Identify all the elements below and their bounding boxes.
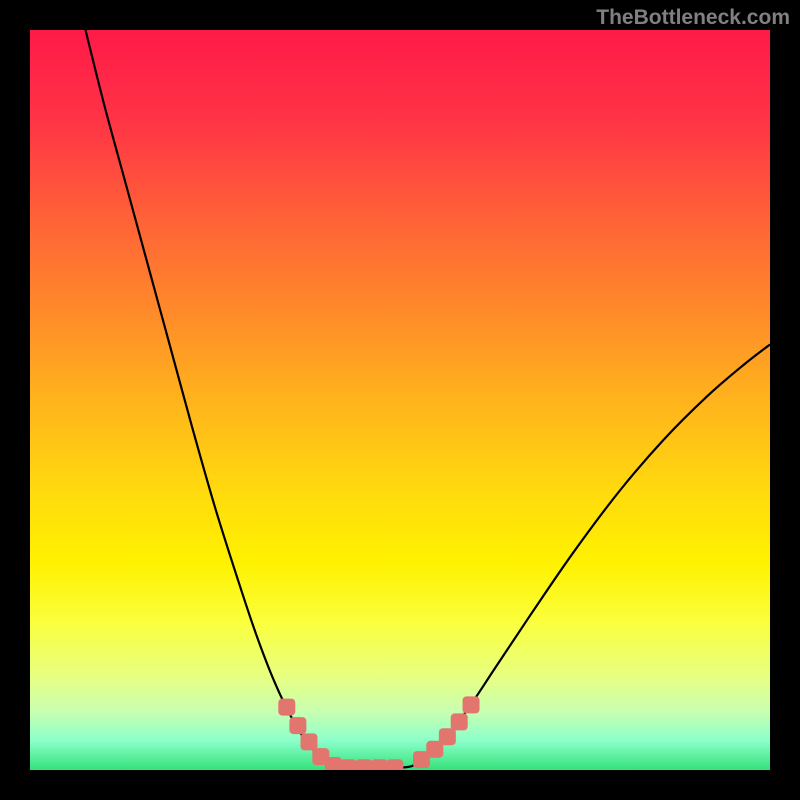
data-marker [386, 759, 403, 776]
data-marker [463, 696, 480, 713]
data-marker [371, 759, 388, 776]
data-marker [325, 757, 342, 774]
data-marker [278, 699, 295, 716]
data-marker [300, 733, 317, 750]
plot-background [30, 30, 770, 770]
data-marker [340, 759, 357, 776]
data-marker [355, 759, 372, 776]
bottleneck-chart [0, 0, 800, 800]
data-marker [451, 713, 468, 730]
data-marker [289, 717, 306, 734]
data-marker [439, 728, 456, 745]
